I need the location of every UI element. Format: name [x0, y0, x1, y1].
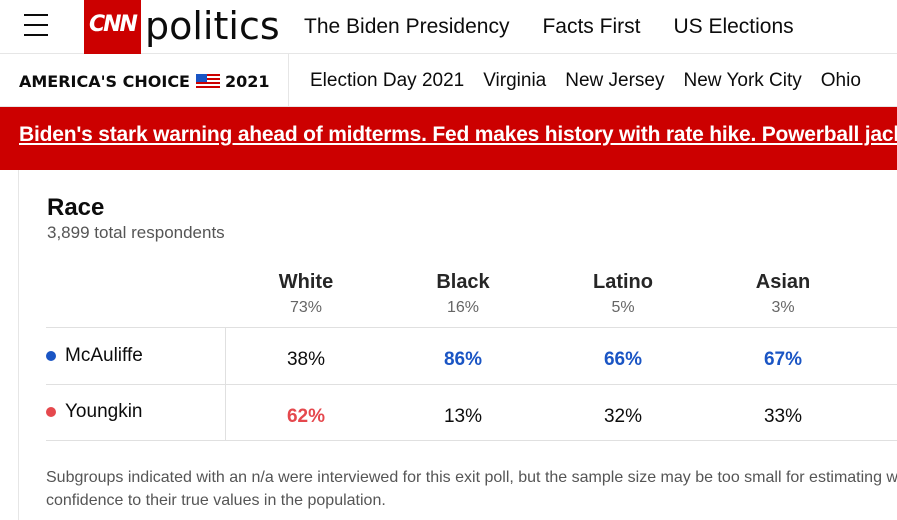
- column-label: Black: [436, 271, 490, 293]
- candidate-mcauliffe: McAuliffe: [46, 344, 143, 368]
- result-cell: 38%: [286, 349, 326, 370]
- column-share: 5%: [611, 299, 635, 316]
- column-label: White: [278, 271, 334, 293]
- subnav-divider: [288, 54, 289, 107]
- table-divider: [46, 440, 897, 441]
- column-share: 3%: [771, 299, 795, 316]
- respondent-count: 3,899 total respondents: [47, 223, 225, 242]
- us-flag-icon: [195, 73, 220, 89]
- result-cell: 33%: [763, 406, 803, 427]
- column-header-asian: Asian 3%: [703, 271, 863, 317]
- americas-choice-brand[interactable]: AMERICA'S CHOICE 2021: [19, 69, 270, 93]
- candidate-name: Youngkin: [65, 401, 143, 422]
- subnav-link-new-jersey[interactable]: New Jersey: [565, 70, 665, 91]
- nav-link-biden-presidency[interactable]: The Biden Presidency: [304, 15, 510, 38]
- menu-icon[interactable]: [24, 14, 48, 36]
- breaking-news-link[interactable]: Biden's stark warning ahead of midterms.…: [19, 123, 897, 146]
- top-nav: CNN politics The Biden Presidency Facts …: [0, 0, 897, 54]
- candidate-youngkin: Youngkin: [46, 400, 142, 424]
- breaking-news-banner: Biden's stark warning ahead of midterms.…: [0, 107, 897, 170]
- cnn-logo-text: CNN: [89, 12, 138, 37]
- table-divider: [46, 327, 897, 328]
- section-name[interactable]: politics: [145, 4, 280, 48]
- nav-link-facts-first[interactable]: Facts First: [542, 15, 641, 38]
- poll-footnote: Subgroups indicated with an n/a were int…: [46, 466, 897, 512]
- result-cell: 86%: [443, 349, 483, 370]
- sub-links: Election Day 2021 Virginia New Jersey Ne…: [310, 68, 880, 94]
- top-links: The Biden Presidency Facts First US Elec…: [304, 15, 827, 39]
- column-header-black: Black 16%: [383, 271, 543, 317]
- brand-year: 2021: [224, 71, 270, 91]
- table-column-divider: [225, 327, 226, 441]
- subnav-link-nyc[interactable]: New York City: [683, 70, 802, 91]
- candidate-name: McAuliffe: [65, 345, 143, 366]
- column-header-latino: Latino 5%: [543, 271, 703, 317]
- subnav-link-election-day[interactable]: Election Day 2021: [310, 70, 465, 91]
- footnote-line: confidence to their true values in the p…: [46, 492, 386, 509]
- result-cell: 13%: [443, 406, 483, 427]
- table-divider: [46, 384, 897, 385]
- footnote-line: Subgroups indicated with an n/a were int…: [46, 469, 897, 486]
- column-label: Asian: [755, 271, 811, 293]
- column-label: Latino: [593, 271, 653, 293]
- brand-text: AMERICA'S CHOICE: [19, 71, 190, 91]
- result-cell: 67%: [763, 349, 803, 370]
- cnn-logo[interactable]: CNN: [84, 0, 141, 54]
- nav-link-us-elections[interactable]: US Elections: [673, 15, 794, 38]
- election-subnav: AMERICA'S CHOICE 2021 Election Day 2021 …: [0, 54, 897, 107]
- candidate-color-dot: [46, 351, 56, 361]
- subnav-link-virginia[interactable]: Virginia: [483, 70, 547, 91]
- column-header-white: White 73%: [226, 271, 386, 317]
- poll-title: Race: [47, 194, 105, 221]
- column-share: 16%: [446, 299, 480, 316]
- result-cell: 62%: [286, 406, 326, 427]
- exit-poll-card: Race 3,899 total respondents White 73% B…: [18, 170, 897, 520]
- result-cell: 32%: [603, 406, 643, 427]
- column-share: 73%: [289, 299, 323, 316]
- result-cell: 66%: [603, 349, 643, 370]
- subnav-link-ohio[interactable]: Ohio: [820, 70, 861, 91]
- candidate-color-dot: [46, 407, 56, 417]
